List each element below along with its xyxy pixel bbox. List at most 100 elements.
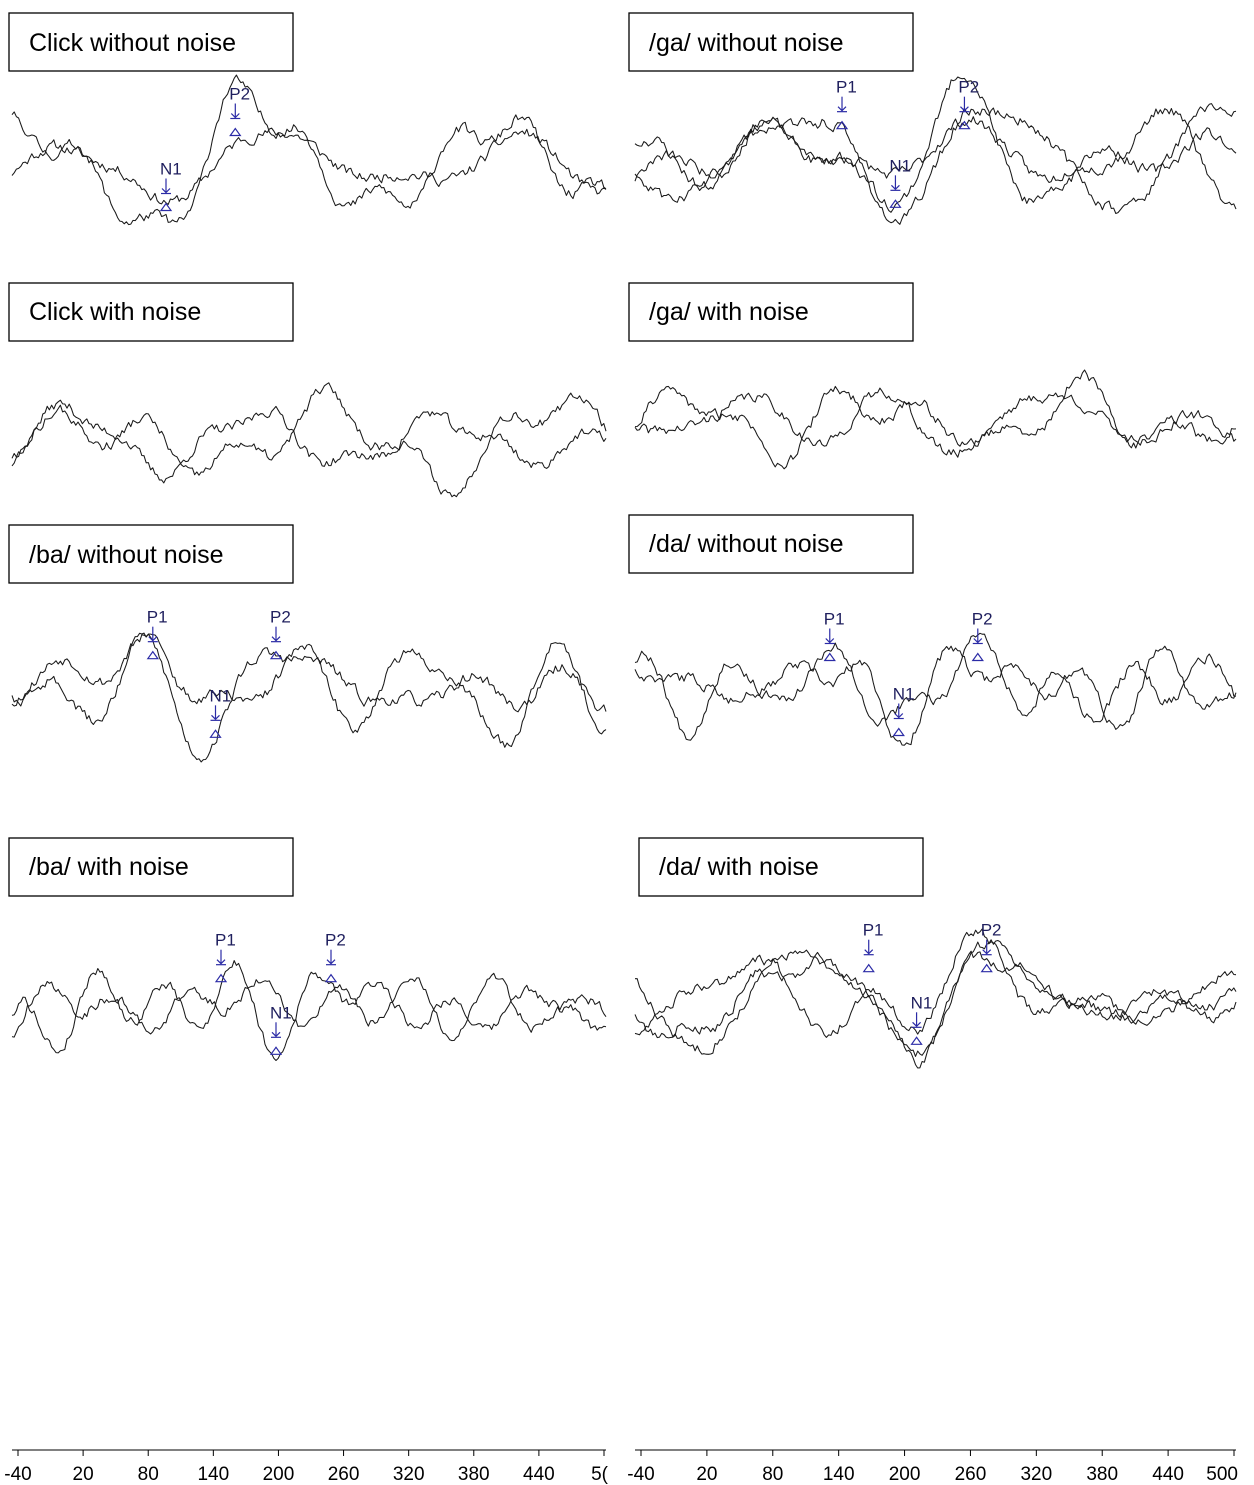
- peak-marker-p2: P2: [958, 78, 979, 130]
- waveform-trace: [634, 928, 1237, 1038]
- waveform-panel-5: [634, 632, 1237, 746]
- waveform-trace: [634, 369, 1237, 470]
- waveform-trace: [634, 103, 1237, 225]
- waveform-trace: [634, 632, 1237, 727]
- waveform-trace: [11, 399, 607, 484]
- peak-triangle: [980, 963, 993, 973]
- tick-label: 80: [762, 1464, 783, 1485]
- waveform-trace: [635, 939, 1237, 1057]
- peak-triangle: [835, 120, 849, 130]
- peak-arrow-head: [982, 949, 992, 955]
- peak-arrow-head: [326, 959, 336, 965]
- tick-label: 320: [1020, 1464, 1052, 1485]
- panel-label-text: Click with noise: [29, 298, 201, 326]
- peak-arrow-head: [271, 636, 281, 642]
- peak-marker-p2: P2: [324, 931, 346, 983]
- peak-triangle: [889, 199, 902, 208]
- axis-ticks: -40 20 80 140 200 260 320 380 440 5(: [4, 1450, 609, 1485]
- peak-label: N1: [911, 993, 933, 1012]
- tick-label: 140: [823, 1464, 855, 1485]
- peak-triangle: [910, 1036, 923, 1045]
- waveform-trace: [11, 972, 607, 1042]
- peak-marker-n1: N1: [910, 993, 933, 1045]
- tick-label: 380: [1086, 1464, 1118, 1485]
- peak-label: P2: [972, 610, 993, 629]
- peak-marker-p2: P2: [229, 85, 250, 137]
- peak-marker-p1: P1: [862, 921, 884, 973]
- peak-triangle: [214, 973, 228, 983]
- peak-triangle: [229, 127, 242, 137]
- peak-marker-n1: N1: [159, 160, 182, 212]
- tick-label: 260: [955, 1464, 987, 1485]
- tick-label: 260: [328, 1464, 360, 1485]
- tick-label: 80: [138, 1464, 159, 1485]
- tick-label: -40: [627, 1464, 654, 1485]
- peak-marker-n1: N1: [892, 685, 915, 737]
- peak-label: P1: [863, 921, 884, 940]
- peak-triangle: [324, 973, 338, 983]
- panel-label-ga-with-noise: /ga/ with noise: [628, 282, 914, 342]
- peak-marker-p2: P2: [971, 610, 993, 662]
- panel-label-text: /ga/ with noise: [649, 298, 809, 326]
- peak-label: P1: [824, 610, 845, 629]
- tick-label: 440: [523, 1464, 555, 1485]
- peak-triangle: [269, 650, 283, 660]
- peak-arrow-head: [894, 713, 904, 719]
- peak-label: P1: [147, 608, 168, 627]
- peak-marker-p2: P2: [269, 608, 291, 660]
- waveform-trace: [634, 645, 1237, 746]
- peak-arrow-head: [837, 106, 847, 112]
- peak-triangle: [862, 963, 875, 973]
- waveform-panel-2: [11, 382, 607, 498]
- peak-label: N1: [893, 685, 915, 704]
- peak-label: P2: [958, 78, 979, 97]
- waveform-trace: [634, 950, 1237, 1069]
- peak-label: N1: [889, 156, 911, 175]
- panel-label-ba-without-noise: /ba/ without noise: [8, 524, 294, 584]
- peak-marker-n1: N1: [889, 156, 911, 208]
- peak-triangle: [958, 120, 971, 130]
- peak-triangle: [146, 650, 159, 660]
- peak-arrow-head: [211, 714, 220, 721]
- tick-label: 380: [458, 1464, 490, 1485]
- time-axis-right: -40 20 80 140 200 260 320 380 440 500: [627, 1449, 1238, 1485]
- panel-label-text: /da/ without noise: [649, 530, 844, 558]
- peak-marker-p1: P1: [823, 610, 845, 662]
- waveform-trace: [11, 127, 607, 205]
- waveform-trace: [11, 382, 607, 498]
- peak-arrow-head: [891, 184, 900, 191]
- peak-arrow-head: [161, 188, 171, 194]
- waveform-trace: [634, 387, 1237, 458]
- waveform-trace: [11, 632, 607, 748]
- peak-label: P2: [981, 921, 1002, 940]
- tick-label: 200: [263, 1464, 295, 1485]
- waveform-trace: [11, 74, 607, 226]
- peak-marker-p1: P1: [214, 931, 236, 983]
- peak-label: N1: [210, 686, 232, 705]
- waveform-layer: [11, 74, 1237, 1069]
- tick-label: 440: [1152, 1464, 1184, 1485]
- tick-label: 20: [696, 1464, 717, 1485]
- peak-triangle: [209, 729, 222, 738]
- peak-arrow-head: [864, 949, 874, 955]
- peak-triangle: [892, 727, 905, 737]
- panel-label-click-without-noise: Click without noise: [8, 12, 294, 72]
- tick-label: 20: [73, 1464, 94, 1485]
- peak-marker-layer: N1 P2 P1 N1 P2 P1 N1 P2 P1 N1 P2 P1 N1 P2 P1 N1 P2: [146, 78, 1002, 1055]
- waveform-panel-3: [634, 369, 1237, 470]
- waveform-panel-6: [11, 960, 607, 1062]
- panel-label-da-with-noise: /da/ with noise: [638, 837, 924, 897]
- panel-label-text: /ba/ with noise: [29, 853, 189, 881]
- peak-triangle: [159, 202, 173, 212]
- waveform-panel-0: [11, 74, 607, 226]
- waveform-trace: [634, 116, 1237, 190]
- peak-arrow-head: [148, 636, 158, 642]
- peak-label: N1: [160, 160, 182, 179]
- waveform-panel-4: [11, 632, 607, 763]
- peak-label: P1: [215, 931, 236, 950]
- peak-arrow-head: [216, 959, 226, 965]
- peak-arrow-head: [912, 1021, 922, 1028]
- panel-label-text: Click without noise: [29, 29, 236, 57]
- panel-label-text: /ga/ without noise: [649, 29, 844, 57]
- peak-marker-p2: P2: [980, 921, 1002, 973]
